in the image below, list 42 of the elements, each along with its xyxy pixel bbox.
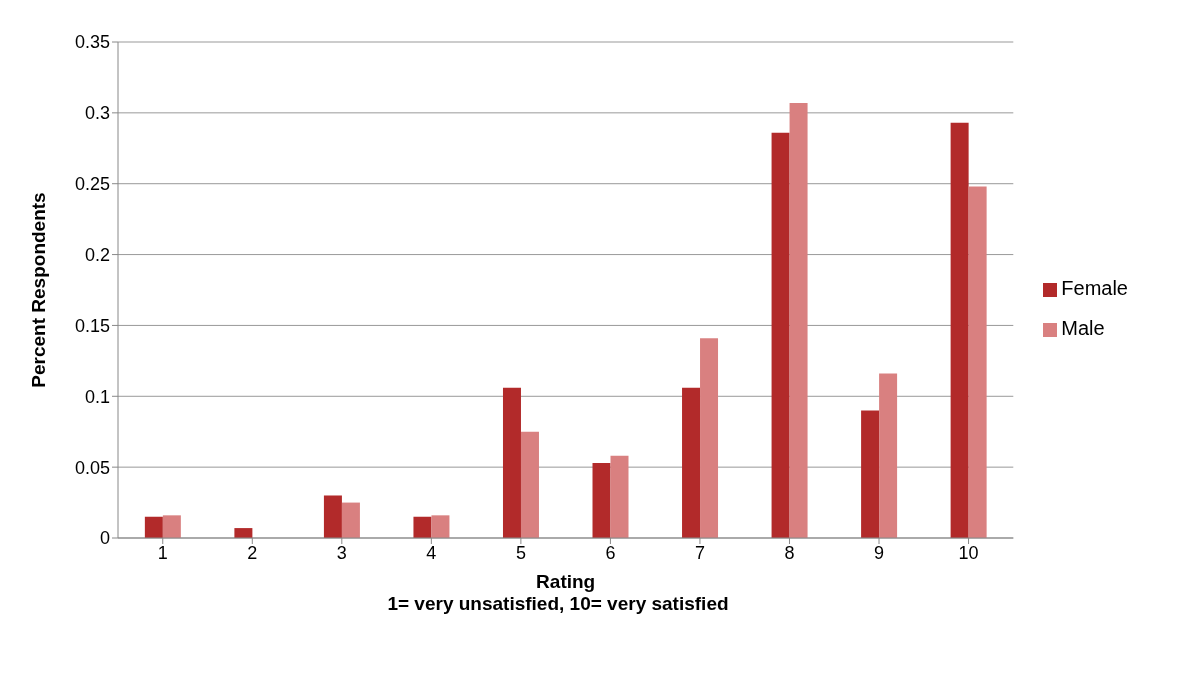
x-tick-label: 10 [958,542,979,563]
bar [323,495,342,538]
y-tick-label: 0.35 [74,32,110,53]
y-tick-label: 0.05 [74,457,110,478]
y-axis-title: Percent Respondents [27,192,49,388]
y-tick-label: 0.1 [84,386,110,407]
x-tick-label: 7 [694,542,705,563]
bar [413,516,432,538]
bar [431,515,450,538]
bar [682,387,701,538]
bar [610,455,629,538]
x-tick-label: 9 [873,542,885,563]
x-tick-label: 8 [784,542,795,563]
legend-label: Male [1061,317,1105,339]
y-tick-label: 0.25 [74,174,110,195]
x-tick-label: 4 [426,542,437,563]
bar [592,462,611,538]
x-tick-label: 3 [336,542,347,563]
x-axis-title: Rating [536,571,596,592]
y-tick-label: 0.2 [84,244,110,265]
bar [700,338,719,538]
bar [502,387,521,538]
legend-label: Female [1061,277,1128,299]
y-tick-label: 0.15 [74,315,110,336]
x-tick-label: 5 [515,542,526,563]
bar [879,373,898,538]
bar [861,410,880,538]
bar [968,186,987,538]
y-tick-label: 0.3 [84,103,110,124]
x-tick-label: 2 [247,542,258,563]
x-tick-label: 1 [157,542,168,563]
bar [234,528,253,538]
bar [771,132,790,538]
text: 1= very unsatisfied, 10= very satisfied [386,593,730,615]
bar [341,502,360,538]
y-tick-label: 0 [99,528,110,549]
x-tick-label: 6 [605,542,616,563]
bar [520,431,539,538]
bar [950,122,969,538]
bar [789,102,808,538]
bar [162,515,181,538]
bar [144,516,163,538]
